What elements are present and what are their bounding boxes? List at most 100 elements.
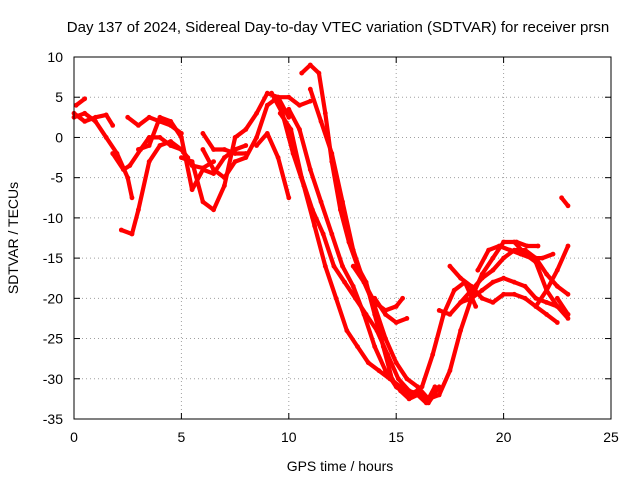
grid-lines (74, 57, 611, 419)
data-point (350, 247, 356, 253)
data-point (565, 203, 571, 209)
data-point (430, 352, 436, 357)
data-point (275, 155, 281, 161)
data-point (103, 112, 109, 118)
satellite-track-13 (278, 111, 422, 397)
data-point (243, 155, 249, 161)
data-point (93, 119, 98, 124)
data-point (415, 392, 421, 398)
data-point (125, 175, 131, 181)
data-point (344, 328, 350, 333)
y-tick-label: -15 (43, 250, 63, 266)
data-point (222, 175, 227, 181)
data-point (559, 195, 564, 201)
satellite-track-1 (71, 111, 135, 200)
data-point (254, 110, 259, 116)
data-point (103, 135, 109, 140)
data-point (333, 295, 339, 301)
data-point (395, 376, 401, 382)
data-point (269, 90, 274, 96)
y-tick-label: 5 (55, 89, 63, 105)
data-point (436, 392, 442, 398)
data-point (243, 126, 249, 132)
data-point (355, 344, 360, 349)
data-point (299, 70, 305, 76)
data-point (312, 223, 317, 229)
data-point (340, 263, 345, 269)
data-point (211, 159, 217, 165)
data-point (211, 167, 217, 173)
data-point (322, 263, 328, 269)
data-point (554, 267, 560, 273)
data-point (157, 135, 163, 140)
y-tick-label: -10 (43, 210, 63, 226)
data-point (475, 267, 481, 273)
data-point (110, 123, 116, 128)
data-point (286, 94, 292, 100)
data-point (376, 368, 382, 374)
data-point (316, 70, 322, 76)
data-point (146, 159, 152, 165)
x-tick-label: 5 (178, 429, 186, 445)
data-point (329, 231, 335, 237)
data-point (511, 291, 517, 297)
data-point (310, 207, 315, 213)
data-point (365, 360, 371, 366)
data-point (533, 295, 539, 301)
data-point (469, 287, 474, 293)
y-tick-label: -30 (43, 371, 63, 387)
data-point (136, 147, 141, 152)
data-point (535, 243, 541, 249)
data-point (490, 255, 496, 261)
y-tick-label: 10 (47, 49, 63, 65)
data-point (389, 376, 395, 382)
data-point (479, 275, 485, 281)
data-point (522, 247, 528, 253)
data-point (73, 102, 79, 108)
axis-ticks: 0 5 10 15 20 25 10 5 0 -5 -10 -15 -20 -25 -30 -35 (43, 49, 619, 445)
data-point (486, 247, 491, 253)
data-point (522, 283, 528, 289)
data-point (458, 275, 463, 281)
data-point (338, 207, 343, 213)
data-point (406, 396, 412, 402)
satellite-track-18 (372, 296, 409, 325)
data-point (393, 360, 399, 366)
data-point (544, 287, 549, 293)
data-point (136, 207, 141, 213)
data-point (82, 96, 88, 102)
data-point (350, 263, 356, 269)
data-point (501, 275, 506, 281)
data-point (129, 231, 135, 237)
data-point (451, 287, 457, 293)
satellite-track-6 (119, 139, 216, 237)
data-point (127, 163, 133, 169)
data-point (146, 114, 152, 120)
data-point (288, 126, 294, 132)
satellite-track-25 (555, 296, 571, 317)
data-point (458, 300, 463, 305)
data-point (372, 295, 378, 301)
data-point (565, 312, 571, 317)
data-point (157, 114, 163, 120)
data-point (447, 263, 453, 269)
data-point (307, 98, 313, 104)
data-point (200, 147, 206, 152)
data-point (524, 243, 530, 249)
chart-title: Day 137 of 2024, Sidereal Day-to-day VTE… (67, 19, 609, 36)
data-point (529, 255, 534, 261)
data-point (490, 279, 496, 285)
data-point (121, 167, 126, 173)
y-tick-label: -5 (51, 170, 64, 186)
data-point (539, 255, 545, 261)
data-point (211, 147, 217, 152)
data-point (544, 271, 549, 277)
data-point (232, 159, 238, 165)
data-point (350, 283, 356, 289)
data-point (264, 90, 270, 96)
data-point (254, 143, 259, 148)
data-point (533, 304, 539, 309)
data-point (544, 300, 549, 305)
data-point (423, 400, 429, 406)
